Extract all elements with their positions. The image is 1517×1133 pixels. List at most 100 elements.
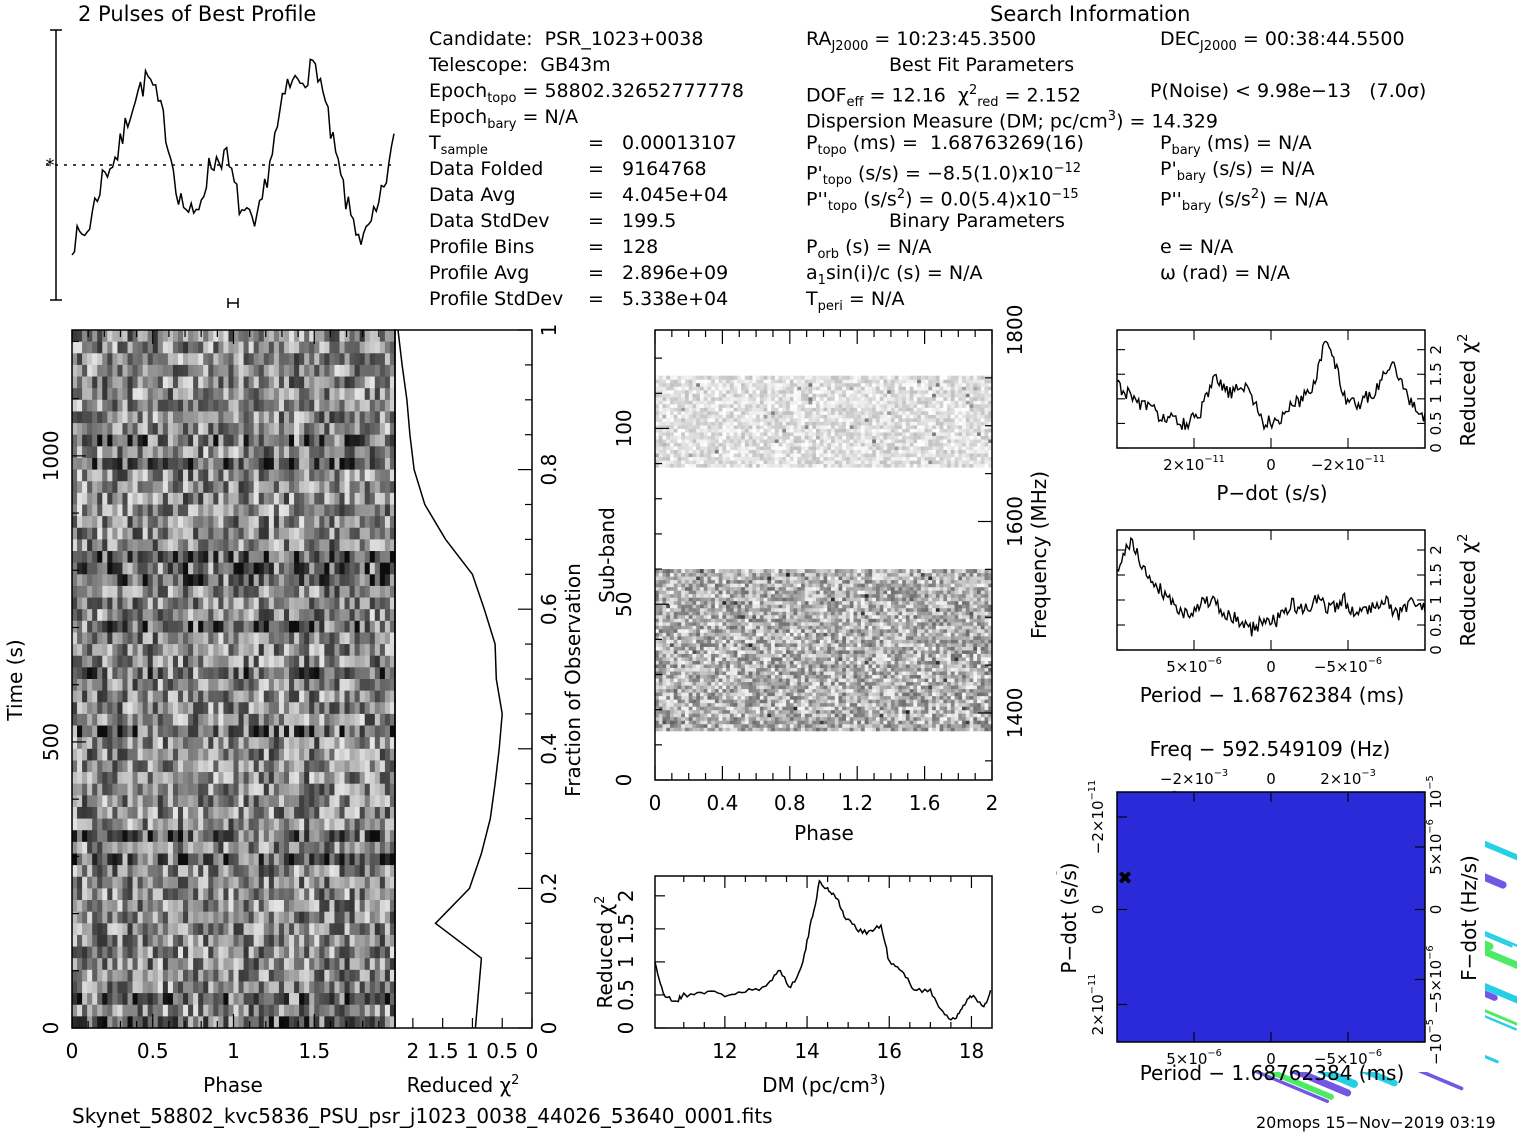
heatmap-cell [827, 716, 832, 721]
heatmap-cell [218, 713, 225, 727]
heatmap-cell [389, 632, 396, 645]
heatmap-cell [87, 399, 93, 413]
heatmap-cell [977, 709, 982, 714]
heatmap-cell [283, 469, 290, 482]
heatmap-cell [334, 330, 341, 343]
heatmap-cell [662, 688, 667, 693]
heatmap-cell [389, 783, 396, 796]
heatmap-cell [294, 1004, 300, 1017]
heatmap-cell [233, 679, 240, 692]
heatmap-cell [364, 434, 371, 447]
heatmap-cell [864, 727, 869, 732]
heatmap-cell [947, 692, 952, 697]
heatmap-cell [72, 841, 78, 855]
heatmap-cell [273, 469, 280, 482]
heatmap-cell [913, 723, 918, 728]
heatmap-cell [722, 727, 727, 732]
heatmap-cell [830, 713, 836, 718]
heatmap-cell [213, 376, 219, 389]
heatmap-cell [875, 713, 881, 718]
heatmap-cell [339, 1016, 346, 1029]
heatmap-cell [752, 699, 757, 704]
heatmap-cell [304, 888, 310, 901]
heatmap-cell [203, 423, 209, 436]
heatmap-cell [208, 1004, 214, 1017]
heatmap-cell [374, 876, 381, 889]
heatmap-cell [77, 504, 83, 517]
heatmap-cell [172, 353, 179, 366]
heatmap-cell [167, 981, 174, 994]
heatmap-cell [218, 457, 225, 471]
heatmap-cell [389, 341, 396, 354]
heatmap-cell [384, 481, 391, 494]
heatmap-cell [819, 706, 824, 711]
heatmap-cell [294, 946, 300, 959]
heatmap-cell [102, 900, 108, 913]
heatmap-cell [167, 469, 174, 482]
heatmap-cell [147, 690, 154, 703]
heatmap-cell [344, 539, 351, 552]
heatmap-cell [726, 692, 731, 697]
heatmap-cell [389, 795, 396, 808]
heatmap-cell [162, 876, 169, 889]
heatmap-cell [177, 574, 184, 587]
heatmap-cell [669, 695, 675, 700]
heatmap-cell [278, 388, 285, 401]
heatmap-cell [102, 469, 108, 482]
heatmap-cell [374, 423, 381, 436]
heatmap-cell [203, 434, 209, 447]
heatmap-cell [228, 1016, 235, 1029]
heatmap-cell [177, 539, 184, 552]
heatmap-cell [188, 737, 194, 750]
heatmap-cell [82, 760, 88, 773]
heatmap-cell [243, 981, 250, 994]
heatmap-cell [102, 981, 108, 994]
heatmap-cell [314, 702, 320, 715]
heatmap-cell [655, 695, 660, 700]
heatmap-cell [72, 446, 78, 459]
heatmap-cell [339, 900, 346, 913]
heatmap-cell [263, 632, 270, 645]
heatmap-cell [793, 702, 798, 707]
heatmap-cell [273, 423, 280, 436]
heatmap-cell [92, 853, 98, 866]
heatmap-cell [243, 376, 250, 389]
heatmap-cell [329, 795, 336, 808]
heatmap-cell [935, 695, 941, 700]
heatmap-cell [142, 539, 149, 552]
heatmap-cell [177, 597, 184, 610]
heatmap-cell [87, 806, 93, 820]
heatmap-cell [203, 981, 209, 994]
heatmap-cell [283, 562, 290, 575]
heatmap-cell [692, 706, 697, 711]
heatmap-cell [384, 806, 391, 820]
heatmap-cell [233, 364, 240, 378]
heatmap-cell [253, 690, 260, 703]
heatmap-cell [228, 446, 235, 459]
heatmap-cell [157, 679, 164, 692]
heatmap-cell [364, 411, 371, 424]
heatmap-cell [722, 695, 727, 700]
heatmap-cell [797, 720, 802, 725]
heatmap-cell [324, 353, 330, 366]
heatmap-cell [228, 737, 235, 750]
heatmap-cell [213, 934, 219, 948]
heatmap-cell [278, 562, 285, 575]
heatmap-cell [268, 551, 275, 564]
heatmap-cell [102, 585, 108, 599]
heatmap-cell [142, 446, 149, 459]
heatmap-cell [354, 830, 361, 843]
heatmap-cell [329, 841, 336, 855]
heatmap-cell [193, 469, 199, 482]
heatmap-cell [203, 597, 209, 610]
heatmap-cell [289, 818, 295, 831]
heatmap-cell [369, 993, 376, 1006]
heatmap-cell [157, 865, 164, 878]
heatmap-cell [793, 720, 798, 725]
heatmap-cell [692, 702, 697, 707]
heatmap-cell [359, 993, 366, 1006]
heatmap-cell [329, 981, 336, 994]
heatmap-cell [364, 958, 371, 971]
heatmap-cell [699, 713, 705, 718]
heatmap-cell [167, 934, 174, 948]
